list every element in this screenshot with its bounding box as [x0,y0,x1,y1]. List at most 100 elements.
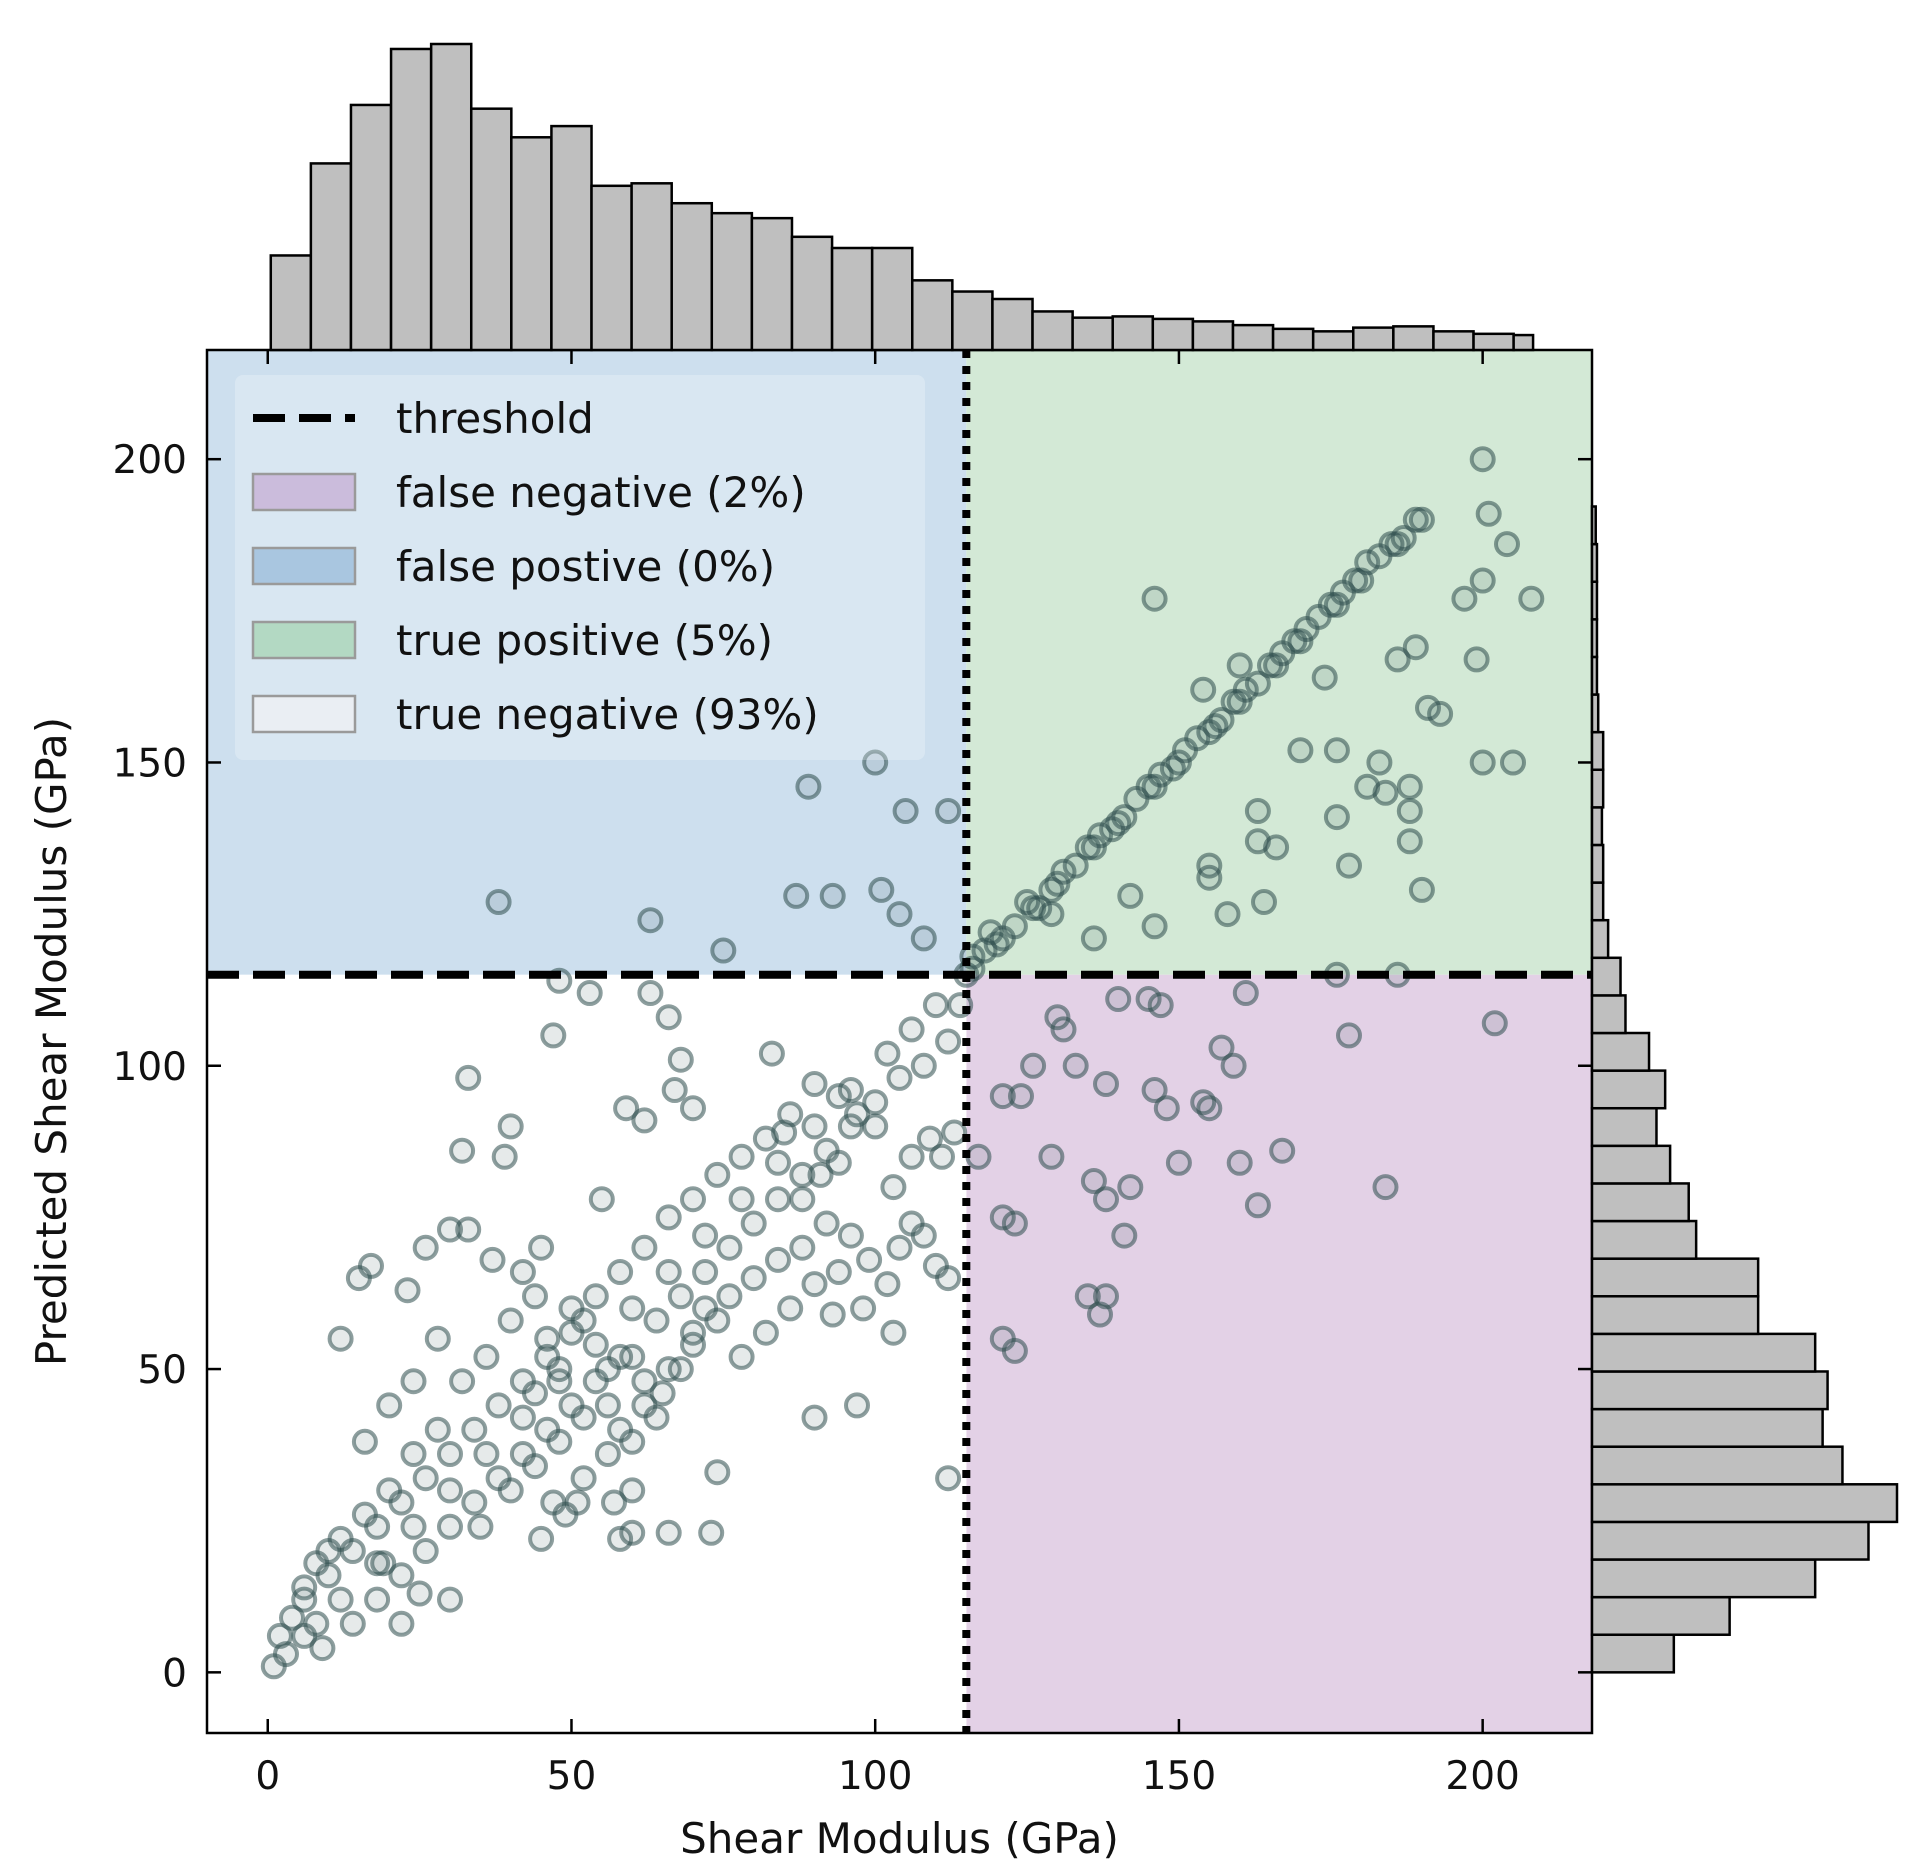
data-point [613,1095,640,1122]
histogram-bar [1472,332,1515,352]
data-point [874,1040,901,1067]
data-point [1141,913,1168,940]
data-point [801,1071,828,1097]
data-point [1226,1149,1253,1176]
x-axis-label: Shear Modulus (GPa) [680,1814,1119,1863]
data-point [619,1428,646,1455]
data-point [1117,882,1144,909]
data-point [1214,901,1241,928]
data-point [922,992,949,1019]
data-point [449,1137,476,1164]
data-point [522,1380,548,1407]
false-positive-region [207,350,967,975]
data-point [473,1441,500,1467]
data-point [400,1441,427,1467]
data-point [1244,1192,1271,1219]
histogram-bar [1111,315,1155,352]
legend-label-threshold: threshold [396,394,594,443]
data-point [467,1513,494,1540]
data-point [1469,749,1496,776]
data-point [291,1574,318,1601]
data-point [819,882,846,909]
data-point [1475,500,1502,527]
data-point [692,1259,719,1285]
data-point [327,1525,354,1552]
data-point [1026,895,1053,922]
data-point [898,1016,925,1043]
data-point [1001,1337,1028,1364]
data-point [303,1550,330,1577]
data-point [1001,1210,1028,1237]
data-point [1050,858,1077,885]
data-point [910,1052,937,1079]
data-point [1196,1095,1223,1122]
histogram-bar [1031,310,1074,352]
data-point [358,1252,384,1279]
false-negative-region [966,974,1592,1733]
data-point [1080,1168,1107,1194]
data-point [874,1271,901,1298]
data-point [412,1538,439,1564]
data-point [655,1004,682,1031]
data-point [789,1234,816,1261]
data-point [1402,634,1429,661]
data-point [844,1392,870,1419]
data-point [643,1404,670,1431]
data-point [351,1428,378,1455]
data-point [1165,1149,1192,1176]
data-point [910,925,937,952]
histogram-bar [1590,1182,1690,1223]
data-point [898,1210,925,1237]
data-point [266,1622,293,1649]
data-point [1141,585,1168,612]
data-point [935,1265,962,1292]
data-point [1014,889,1041,915]
data-point [1384,646,1411,673]
data-point [989,1204,1016,1231]
histogram-bar [1311,330,1355,352]
data-point [631,1234,658,1261]
false-positive-swatch [251,546,357,586]
data-point [935,798,962,824]
data-point [1396,828,1423,855]
data-point [1062,852,1089,879]
top-histogram [269,42,1535,352]
histogram-bar [1590,1031,1651,1072]
data-point [1463,646,1490,673]
data-point [540,1022,567,1049]
data-point [528,1234,555,1261]
histogram-bar [269,254,313,352]
data-point [619,1477,646,1504]
data-point [509,1259,536,1285]
data-point [801,1404,828,1431]
data-point [619,1519,646,1546]
data-point [1481,1010,1508,1037]
data-point [1427,700,1454,727]
data-point [807,1161,834,1188]
data-point [643,1307,670,1334]
histogram-bar [1590,1595,1731,1636]
data-point [1208,1034,1235,1061]
data-point [558,1319,585,1346]
data-point [886,1064,913,1091]
histogram-bar [1512,333,1535,352]
data-point [607,1259,634,1285]
scatter-points [260,446,1545,1680]
histogram-bar [710,211,754,352]
legend-label-false-positive: false postive (0%) [396,542,775,591]
data-point [364,1586,391,1613]
false-negative-swatch [251,472,357,512]
x-tick-label: 100 [838,1754,912,1799]
data-point [801,1113,828,1140]
data-point [1220,1052,1247,1079]
data-point [680,1095,706,1122]
histogram-bar [1590,542,1599,583]
data-point [1408,876,1435,903]
data-point [752,1125,779,1152]
data-point [1336,852,1362,879]
data-point [412,1234,439,1261]
data-point [1251,889,1277,915]
data-point [1050,1016,1077,1043]
legend: threshold false negative (2%) false postiv… [235,375,925,760]
data-point [1093,1186,1119,1213]
